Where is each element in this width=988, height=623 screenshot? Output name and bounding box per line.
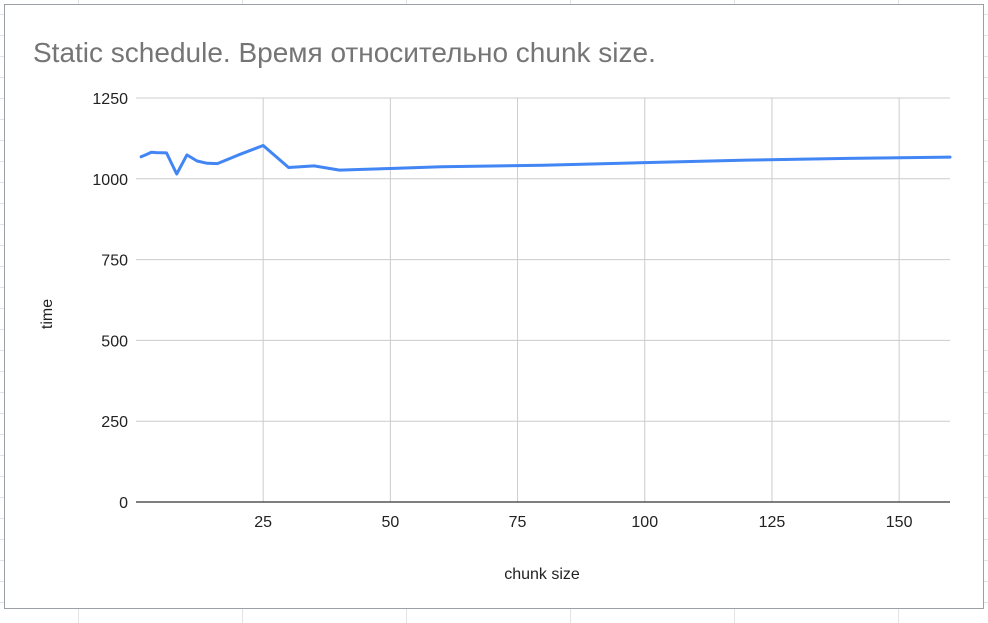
x-tick-label: 50	[381, 514, 399, 531]
x-tick-label: 25	[254, 514, 272, 531]
data-point	[175, 172, 178, 176]
data-point	[236, 154, 239, 157]
data-point	[440, 165, 443, 169]
y-tick-label: 750	[101, 253, 128, 270]
data-point	[155, 151, 158, 154]
data-point	[206, 162, 209, 165]
x-tick-label: 100	[631, 514, 658, 531]
series-line	[139, 144, 952, 176]
data-point	[139, 155, 143, 159]
data-point	[195, 159, 199, 163]
data-point	[144, 153, 148, 156]
x-tick-label: 150	[886, 514, 913, 531]
y-tick-label: 1250	[92, 91, 128, 108]
y-axis-title: time	[39, 299, 56, 329]
x-tick-label: 75	[509, 514, 527, 531]
y-tick-label: 250	[101, 414, 128, 431]
data-point	[745, 158, 748, 162]
line-chart: Static schedule. Время относительно chun…	[33, 37, 952, 583]
data-point	[287, 166, 290, 169]
y-tick-label: 500	[101, 333, 128, 350]
chart-title: Static schedule. Время относительно chun…	[33, 37, 656, 68]
x-tick-label: 125	[759, 514, 786, 531]
data-point	[389, 167, 392, 170]
tick-labels: 0 250 500 750 1000 1250 25 50 75 100 125 150	[92, 91, 912, 531]
x-axis-title: chunk size	[504, 566, 580, 583]
data-point	[847, 157, 850, 160]
chart-card[interactable]: Static schedule. Время относительно chun…	[4, 4, 984, 609]
data-point	[185, 153, 189, 157]
data-point	[948, 155, 952, 159]
series-layer	[139, 144, 952, 176]
data-point	[261, 144, 265, 147]
data-point	[338, 168, 341, 172]
gridlines	[136, 97, 950, 503]
data-point	[216, 162, 219, 165]
data-point	[150, 151, 153, 154]
y-tick-label: 0	[119, 495, 128, 512]
data-point	[165, 151, 168, 155]
data-point	[312, 164, 316, 168]
data-point	[541, 164, 545, 167]
data-point	[643, 161, 646, 164]
y-tick-label: 1000	[92, 172, 128, 189]
